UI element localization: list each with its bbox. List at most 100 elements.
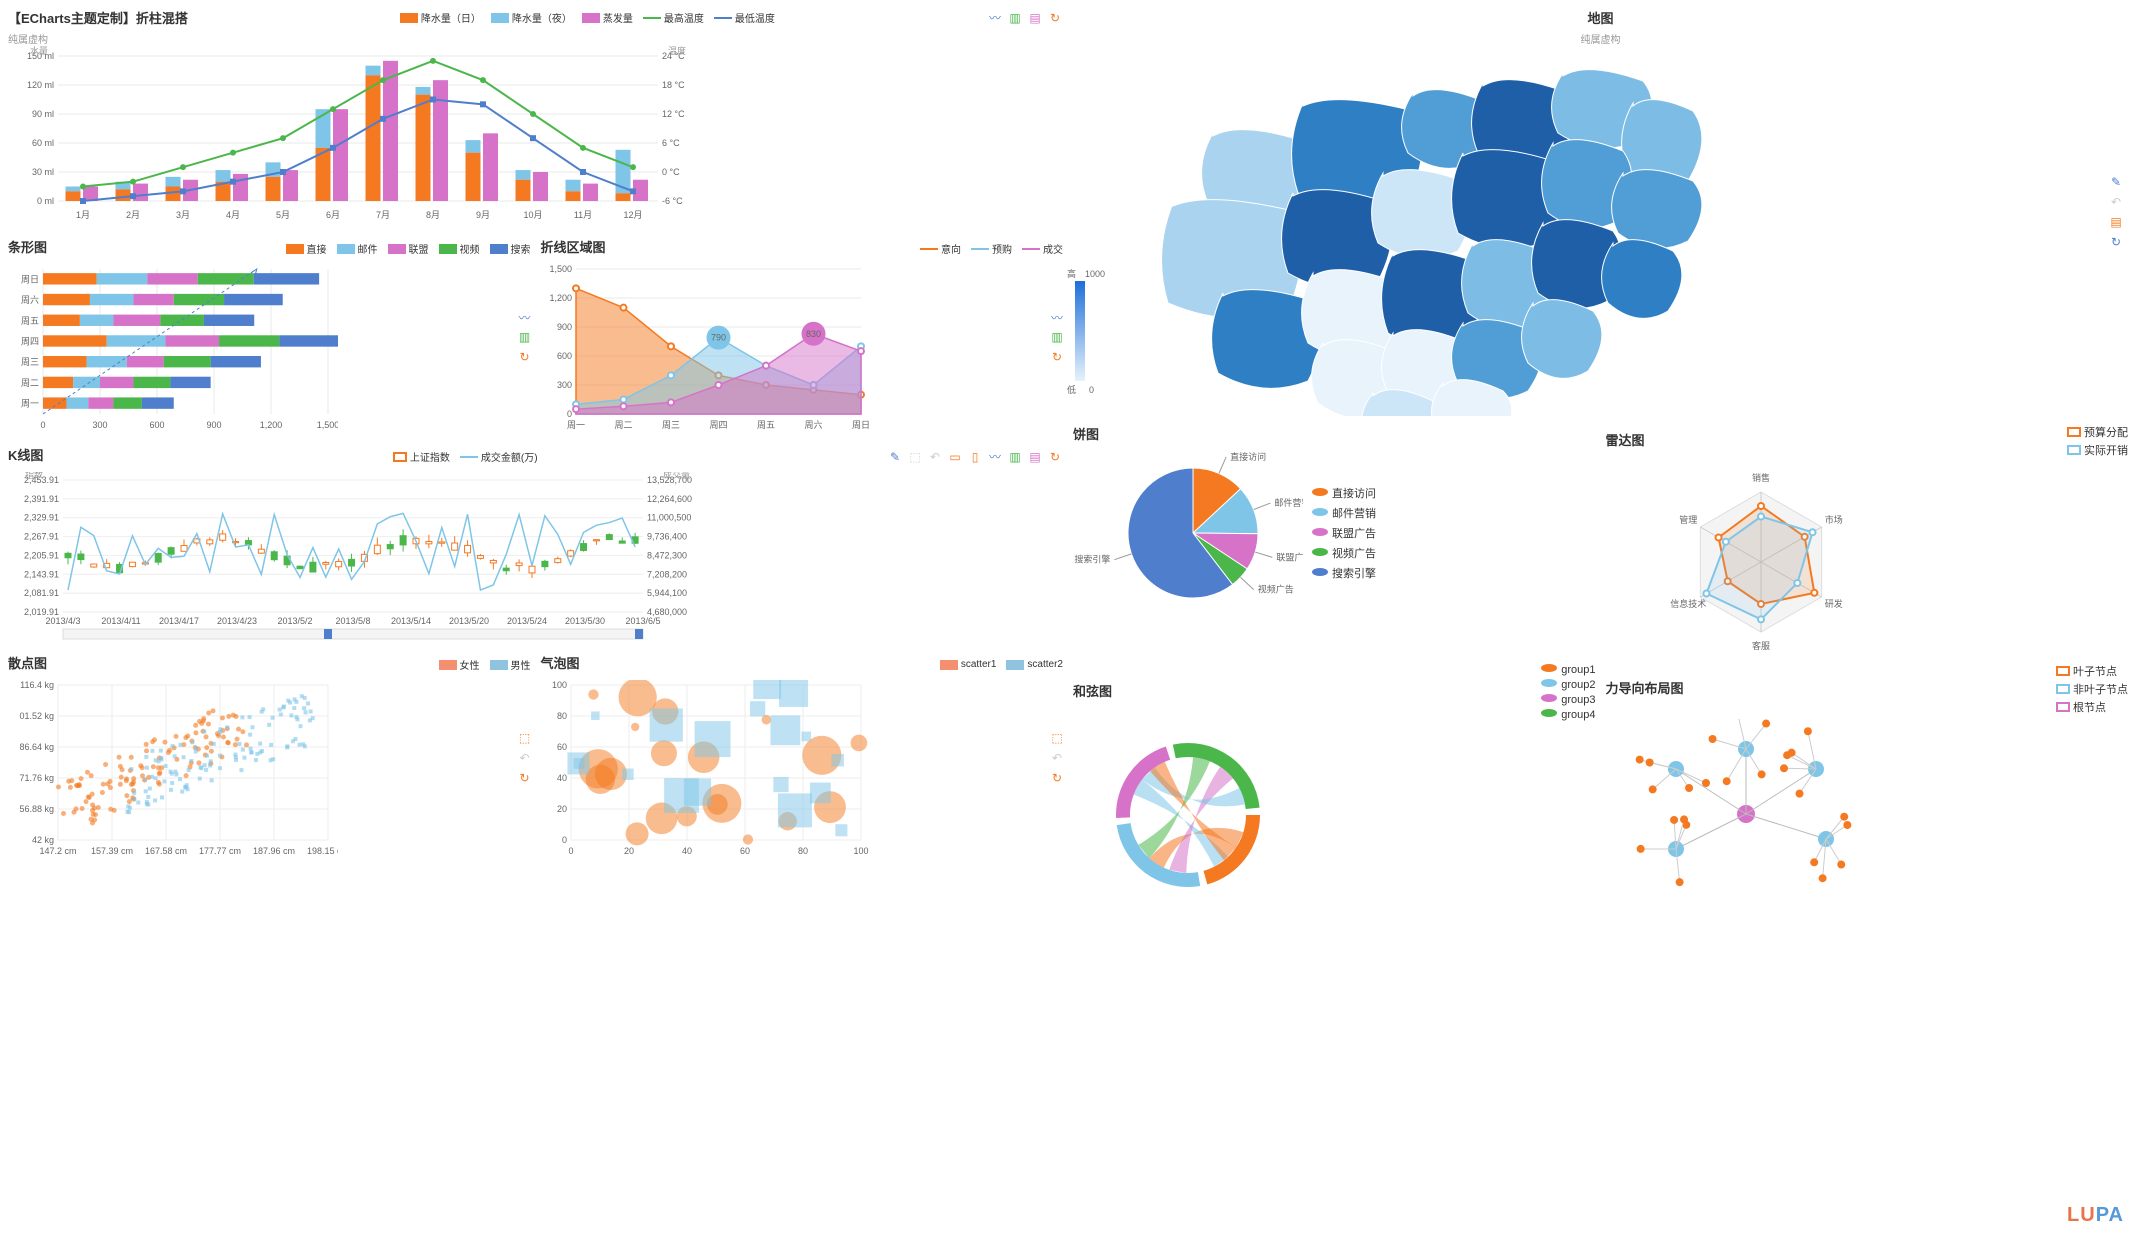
legend-item[interactable]: 直接 xyxy=(286,241,327,256)
svg-text:60: 60 xyxy=(739,846,749,856)
legend-item[interactable]: 降水量（日） xyxy=(400,10,481,25)
legend-item[interactable]: 成交金额(万) xyxy=(460,449,538,464)
data-icon[interactable]: ▤ xyxy=(1027,449,1043,465)
back-icon[interactable]: ↶ xyxy=(1049,750,1065,766)
svg-text:周二: 周二 xyxy=(21,378,39,388)
svg-text:100: 100 xyxy=(853,846,868,856)
zoom-icon[interactable]: ⬚ xyxy=(1049,730,1065,746)
legend-item[interactable]: 非叶子节点 xyxy=(2056,681,2128,697)
pie-title: 饼图 xyxy=(1073,427,1099,442)
svg-text:300: 300 xyxy=(92,420,107,430)
line-icon[interactable]: 〰 xyxy=(517,309,533,325)
svg-text:2,081.91: 2,081.91 xyxy=(24,588,59,598)
rect-icon[interactable]: ▭ xyxy=(947,449,963,465)
hbar-chart: 条形图 直接邮件联盟视频搜索 03006009001,2001,500周日周六周… xyxy=(8,237,531,437)
legend-item[interactable]: 预算分配 xyxy=(2067,424,2128,440)
legend-item[interactable]: 最高温度 xyxy=(643,10,704,25)
legend-item[interactable]: 直接访问 xyxy=(1311,485,1376,501)
hbar-toolbar: 〰 ▥ ↻ xyxy=(517,309,533,365)
map-chart: 地图 纯属虚构 ✎ ↶ ▤ ↻ xyxy=(1073,8,2128,416)
svg-text:客服: 客服 xyxy=(1751,640,1769,651)
refresh-icon[interactable]: ↻ xyxy=(517,770,533,786)
legend-item[interactable]: 最低温度 xyxy=(714,10,775,25)
legend-item[interactable]: 搜索 xyxy=(490,241,531,256)
bar-icon[interactable]: ▥ xyxy=(1007,10,1023,26)
svg-text:周一: 周一 xyxy=(566,420,584,430)
kline-legend: 上证指数成交金额(万) xyxy=(393,449,538,464)
refresh-icon[interactable]: ↻ xyxy=(1049,770,1065,786)
legend-item[interactable]: 预购 xyxy=(971,241,1012,256)
legend-item[interactable]: scatter1 xyxy=(940,659,997,670)
legend-item[interactable]: group3 xyxy=(1540,693,1595,706)
legend-item[interactable]: 叶子节点 xyxy=(2056,663,2128,679)
legend-item[interactable]: 邮件营销 xyxy=(1311,505,1376,521)
refresh-icon[interactable]: ↻ xyxy=(1047,10,1063,26)
svg-text:2,143.91: 2,143.91 xyxy=(24,569,59,579)
back-icon[interactable]: ↶ xyxy=(927,449,943,465)
zoom-icon[interactable]: ⬚ xyxy=(517,730,533,746)
legend-item[interactable]: 实际开销 xyxy=(2067,442,2128,458)
legend-item[interactable]: 联盟广告 xyxy=(1311,525,1376,541)
rect2-icon[interactable]: ▯ xyxy=(967,449,983,465)
legend-item[interactable]: scatter2 xyxy=(1006,659,1063,670)
scatter-toolbar: ⬚ ↶ ↻ xyxy=(517,730,533,786)
svg-text:6月: 6月 xyxy=(326,210,340,220)
legend-item[interactable]: group2 xyxy=(1540,678,1595,691)
bar-icon[interactable]: ▥ xyxy=(1007,449,1023,465)
bubble-toolbar: ⬚ ↶ ↻ xyxy=(1049,730,1065,786)
refresh-icon[interactable]: ↻ xyxy=(517,349,533,365)
svg-text:7月: 7月 xyxy=(376,210,390,220)
force-svg xyxy=(1606,719,1906,889)
pie-legend: 直接访问邮件营销联盟广告视频广告搜索引擎 xyxy=(1311,485,1376,581)
legend-item[interactable]: 女性 xyxy=(439,657,480,672)
svg-text:周日: 周日 xyxy=(21,274,39,284)
zoom-icon[interactable]: ⬚ xyxy=(907,449,923,465)
line-icon[interactable]: 〰 xyxy=(1049,309,1065,325)
svg-text:2013/5/2: 2013/5/2 xyxy=(277,616,312,626)
refresh-icon[interactable]: ↻ xyxy=(1049,349,1065,365)
legend-item[interactable]: 意向 xyxy=(920,241,961,256)
legend-item[interactable]: 视频广告 xyxy=(1311,545,1376,561)
legend-item[interactable]: 上证指数 xyxy=(393,449,450,464)
legend-item[interactable]: group4 xyxy=(1540,708,1595,721)
svg-text:市场: 市场 xyxy=(1824,514,1842,525)
svg-text:2013/6/5: 2013/6/5 xyxy=(625,616,660,626)
bar-icon[interactable]: ▥ xyxy=(517,329,533,345)
legend-item[interactable]: 根节点 xyxy=(2056,699,2128,715)
line-icon[interactable]: 〰 xyxy=(987,10,1003,26)
svg-text:42 kg: 42 kg xyxy=(32,835,54,845)
barline-legend: 降水量（日） 降水量（夜） 蒸发量最高温度最低温度 xyxy=(400,10,775,25)
svg-text:8,472,300: 8,472,300 xyxy=(647,550,687,560)
data-icon[interactable]: ▤ xyxy=(1027,10,1043,26)
legend-item[interactable]: group1 xyxy=(1540,663,1595,676)
legend-item[interactable]: 联盟 xyxy=(388,241,429,256)
legend-item[interactable]: 降水量（夜） xyxy=(491,10,572,25)
back-icon[interactable]: ↶ xyxy=(2108,194,2124,210)
back-icon[interactable]: ↶ xyxy=(517,750,533,766)
svg-text:1,200: 1,200 xyxy=(260,420,283,430)
svg-text:温度: 温度 xyxy=(668,46,686,56)
refresh-icon[interactable]: ↻ xyxy=(1047,449,1063,465)
kline-svg: 2,019.914,680,0002,081.915,944,1002,143.… xyxy=(8,472,708,642)
svg-text:2,205.91: 2,205.91 xyxy=(24,550,59,560)
chord-title: 和弦图 xyxy=(1073,681,1112,700)
svg-text:视频广告: 视频广告 xyxy=(1258,584,1294,595)
svg-text:1月: 1月 xyxy=(76,210,90,220)
legend-item[interactable]: 视频 xyxy=(439,241,480,256)
legend-item[interactable]: 成交 xyxy=(1022,241,1063,256)
legend-item[interactable]: 搜索引擎 xyxy=(1311,565,1376,581)
data-icon[interactable]: ▤ xyxy=(2108,214,2124,230)
line-icon[interactable]: 〰 xyxy=(987,449,1003,465)
bar-icon[interactable]: ▥ xyxy=(1049,329,1065,345)
legend-item[interactable]: 邮件 xyxy=(337,241,378,256)
edit-icon[interactable]: ✎ xyxy=(887,449,903,465)
hbar-title: 条形图 xyxy=(8,237,47,256)
legend-item[interactable]: 蒸发量 xyxy=(582,10,633,25)
pie-svg: 直接访问邮件营销联盟广告视频广告搜索引擎 xyxy=(1073,443,1303,623)
svg-text:2,391.91: 2,391.91 xyxy=(24,494,59,504)
svg-text:100: 100 xyxy=(551,680,566,690)
edit-icon[interactable]: ✎ xyxy=(2108,174,2124,190)
legend-item[interactable]: 男性 xyxy=(490,657,531,672)
refresh-icon[interactable]: ↻ xyxy=(2108,234,2124,250)
svg-text:900: 900 xyxy=(556,322,571,332)
